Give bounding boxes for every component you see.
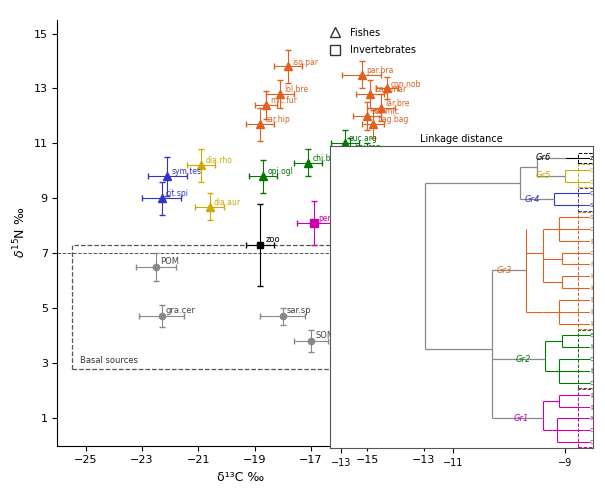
Text: par.bra: par.bra xyxy=(590,238,605,244)
Text: opi.ogl: opi.ogl xyxy=(590,356,605,362)
Text: ste.mic: ste.mic xyxy=(371,107,399,116)
Text: ste.mic: ste.mic xyxy=(590,214,605,220)
Text: bai.ron: bai.ron xyxy=(355,143,381,151)
Text: POM: POM xyxy=(160,257,179,266)
Text: con.nob: con.nob xyxy=(590,226,605,232)
Text: pen.sub: pen.sub xyxy=(590,403,605,409)
Text: iso.par: iso.par xyxy=(293,57,319,66)
Text: opi.ogl: opi.ogl xyxy=(267,167,293,176)
Title: Linkage distance: Linkage distance xyxy=(420,134,503,144)
Text: cit.spi: cit.spi xyxy=(590,191,605,197)
Text: euc.arg: euc.arg xyxy=(590,333,605,339)
Text: gra.cer: gra.cer xyxy=(166,306,196,315)
Text: lol.bre: lol.bre xyxy=(284,85,309,94)
Text: Gr5: Gr5 xyxy=(535,171,551,180)
Text: lut.syn: lut.syn xyxy=(371,148,397,157)
Text: bai.ron: bai.ron xyxy=(590,368,605,374)
Text: pen.sch: pen.sch xyxy=(360,208,390,218)
Text: Gr1: Gr1 xyxy=(513,414,529,423)
Text: xip.kro: xip.kro xyxy=(371,156,397,165)
Text: cal.dan: cal.dan xyxy=(371,192,399,201)
Text: dia.rho: dia.rho xyxy=(205,156,232,165)
Text: sar.sp: sar.sp xyxy=(287,306,312,315)
Text: Gr4: Gr4 xyxy=(525,195,540,204)
Text: euc.arg: euc.arg xyxy=(349,135,378,144)
Text: sym.tes: sym.tes xyxy=(590,202,605,208)
Text: car.hip: car.hip xyxy=(264,115,290,124)
Text: lar.bre: lar.bre xyxy=(590,321,605,327)
Text: dia.aur: dia.aur xyxy=(590,167,605,173)
Text: pen.sub: pen.sub xyxy=(318,214,348,223)
Text: bag.mar: bag.mar xyxy=(590,309,605,315)
Text: SOM: SOM xyxy=(315,331,334,340)
Text: cal.dan: cal.dan xyxy=(590,427,605,433)
Text: dia.aur: dia.aur xyxy=(214,198,241,206)
Text: mic.fur: mic.fur xyxy=(270,96,297,105)
Text: con.nob: con.nob xyxy=(391,80,422,89)
Text: zoo: zoo xyxy=(266,235,281,244)
Legend: Fishes, Invertebrates: Fishes, Invertebrates xyxy=(322,25,419,58)
Text: Gr6: Gr6 xyxy=(535,153,551,162)
Text: bag.bag: bag.bag xyxy=(590,297,605,303)
Text: chi.ble: chi.ble xyxy=(590,380,605,386)
Text: cit.spi: cit.spi xyxy=(166,190,189,198)
Text: lut.syn: lut.syn xyxy=(590,345,605,350)
Text: chi.ble: chi.ble xyxy=(312,153,338,163)
Text: Basal sources: Basal sources xyxy=(80,356,138,365)
Text: zoo: zoo xyxy=(590,155,602,161)
Text: bag.bag: bag.bag xyxy=(377,115,408,124)
Text: bag.mar: bag.mar xyxy=(374,85,407,94)
Text: sym.tes: sym.tes xyxy=(171,167,201,176)
Text: xip.kro: xip.kro xyxy=(590,415,605,421)
Text: car.hip: car.hip xyxy=(590,249,605,255)
Text: Gr3: Gr3 xyxy=(496,266,512,275)
Text: lob.var: lob.var xyxy=(358,306,387,315)
Text: cal.orn: cal.orn xyxy=(383,181,409,190)
Text: par.bra: par.bra xyxy=(366,66,393,75)
Y-axis label: $\delta^{15}$N ‰: $\delta^{15}$N ‰ xyxy=(11,207,28,258)
Text: lar.bre: lar.bre xyxy=(385,99,410,108)
Text: Gr2: Gr2 xyxy=(516,354,531,364)
Text: pen.sch: pen.sch xyxy=(590,392,605,397)
Text: lol.bre: lol.bre xyxy=(590,285,605,291)
Text: cal.orn: cal.orn xyxy=(590,439,605,445)
Text: dia.rho: dia.rho xyxy=(590,179,605,185)
Text: iso.par: iso.par xyxy=(590,273,605,279)
Text: mic.fur: mic.fur xyxy=(590,261,605,267)
X-axis label: δ¹³C ‰: δ¹³C ‰ xyxy=(217,471,264,484)
